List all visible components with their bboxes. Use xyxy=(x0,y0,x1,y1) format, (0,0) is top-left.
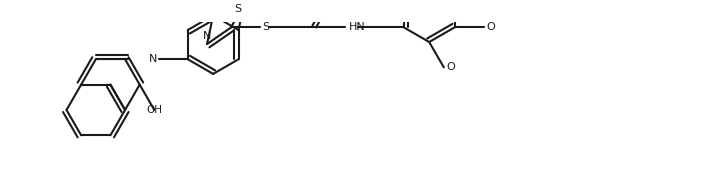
Text: O: O xyxy=(486,22,495,32)
Text: S: S xyxy=(234,4,241,14)
Text: N: N xyxy=(148,54,157,64)
Text: O: O xyxy=(446,62,455,72)
Text: N: N xyxy=(203,31,211,41)
Text: HN: HN xyxy=(349,22,366,32)
Text: S: S xyxy=(262,22,269,32)
Text: OH: OH xyxy=(146,105,163,115)
